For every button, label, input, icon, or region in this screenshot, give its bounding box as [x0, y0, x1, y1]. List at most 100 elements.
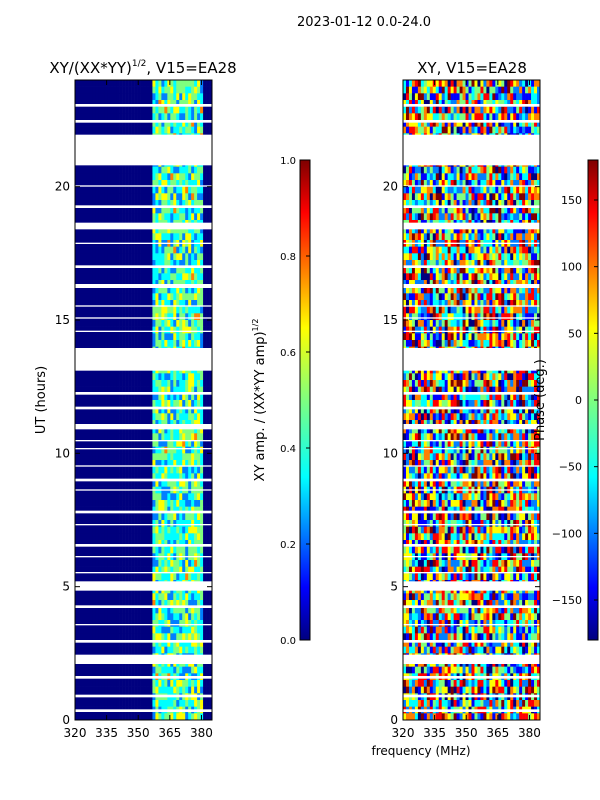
left-heatmap-cell: [203, 700, 207, 707]
left-heatmap-cell: [122, 493, 126, 501]
left-heatmap-cell: [131, 166, 135, 174]
left-heatmap-cell: [206, 80, 210, 87]
left-heatmap-cell: [191, 226, 195, 234]
left-heatmap-cell: [80, 166, 85, 174]
left-heatmap-cell: [155, 560, 159, 567]
left-heatmap-cell: [95, 700, 100, 707]
left-heatmap-cell: [203, 686, 207, 694]
left-heatmap-cell: [200, 300, 204, 307]
left-heatmap-cell: [104, 273, 109, 281]
left-heatmap-cell: [164, 506, 168, 514]
left-heatmap-cell: [209, 460, 213, 467]
left-heatmap-cell: [113, 480, 117, 487]
left-heatmap-cell: [98, 340, 103, 347]
left-heatmap-cell: [200, 280, 204, 287]
left-heatmap-cell: [101, 113, 106, 121]
left-heatmap-cell: [98, 646, 103, 654]
left-heatmap-cell: [149, 600, 153, 607]
left-heatmap-cell: [203, 280, 207, 287]
left-heatmap-cell: [203, 126, 207, 134]
left-heatmap-cell: [77, 273, 82, 281]
left-heatmap-cell: [134, 506, 138, 514]
left-heatmap-cell: [197, 106, 201, 114]
left-heatmap-cell: [191, 300, 195, 307]
left-heatmap-cell: [137, 546, 141, 554]
left-heatmap-cell: [185, 473, 189, 481]
left-heatmap-cell: [80, 200, 85, 207]
left-heatmap-cell: [203, 173, 207, 181]
left-heatmap-cell: [101, 180, 106, 187]
right-heatmap-cell: [471, 93, 475, 101]
left-heatmap-cell: [119, 306, 123, 314]
left-heatmap-cell: [209, 193, 213, 201]
left-heatmap-cell: [170, 293, 174, 301]
left-heatmap-cell: [173, 420, 177, 427]
left-heatmap-cell: [75, 286, 79, 294]
left-heatmap-cell: [107, 113, 112, 121]
left-heatmap-cell: [134, 313, 138, 321]
right-heatmap-cell: [498, 113, 502, 121]
left-heatmap-cell: [77, 566, 82, 574]
left-heatmap-cell: [179, 560, 183, 567]
right-heatmap-cell: [486, 80, 490, 87]
left-heatmap-cell: [137, 386, 141, 394]
left-heatmap-cell: [182, 533, 186, 541]
left-heatmap-cell: [95, 406, 100, 414]
left-heatmap-cell: [188, 520, 192, 527]
left-heatmap-cell: [95, 446, 100, 454]
right-heatmap-cell: [528, 86, 532, 94]
left-heatmap-cell: [158, 206, 162, 214]
left-heatmap-cell: [179, 680, 183, 687]
right-heatmap-cell: [480, 106, 484, 114]
left-data-gap: [75, 465, 212, 467]
left-heatmap-cell: [107, 273, 112, 281]
left-heatmap-cell: [116, 306, 120, 314]
left-heatmap-cell: [104, 626, 109, 634]
left-heatmap-cell: [167, 186, 171, 194]
left-heatmap-cell: [200, 380, 204, 387]
left-heatmap-cell: [92, 326, 97, 334]
left-heatmap-cell: [206, 646, 210, 654]
left-heatmap-cell: [80, 253, 85, 261]
left-heatmap-cell: [146, 540, 150, 547]
left-heatmap-cell: [194, 180, 198, 187]
left-heatmap-cell: [158, 93, 162, 101]
left-heatmap-cell: [128, 113, 132, 121]
left-heatmap-cell: [110, 273, 115, 281]
left-heatmap-cell: [179, 306, 183, 314]
right-heatmap-cell: [519, 80, 523, 87]
left-heatmap-cell: [197, 620, 201, 627]
left-heatmap-cell: [107, 626, 112, 634]
left-heatmap-cell: [155, 640, 159, 647]
left-heatmap-cell: [125, 93, 129, 101]
right-heatmap-cell: [459, 80, 463, 87]
left-heatmap-cell: [173, 386, 177, 394]
left-heatmap-cell: [128, 460, 132, 467]
left-heatmap-cell: [140, 646, 144, 654]
left-heatmap-cell: [176, 253, 180, 261]
left-heatmap-cell: [116, 120, 120, 127]
left-heatmap-cell: [110, 86, 115, 94]
left-heatmap-cell: [158, 613, 162, 621]
right-heatmap-cell: [465, 80, 469, 87]
left-heatmap-cell: [95, 226, 100, 234]
left-heatmap-cell: [89, 233, 94, 241]
left-heatmap-cell: [95, 386, 100, 394]
right-heatmap-cell: [447, 93, 451, 101]
left-heatmap-cell: [206, 200, 210, 207]
left-heatmap-cell: [185, 340, 189, 347]
left-heatmap-cell: [77, 453, 82, 461]
left-heatmap-cell: [161, 193, 165, 201]
left-heatmap-cell: [161, 500, 165, 507]
left-heatmap-cell: [134, 420, 138, 427]
left-heatmap-cell: [167, 120, 171, 127]
left-heatmap-cell: [206, 86, 210, 94]
left-heatmap-cell: [185, 280, 189, 287]
left-heatmap-cell: [167, 313, 171, 321]
left-heatmap-cell: [122, 300, 126, 307]
left-heatmap-cell: [146, 526, 150, 534]
left-heatmap-cell: [137, 420, 141, 427]
left-heatmap-cell: [125, 480, 129, 487]
left-heatmap-cell: [167, 213, 171, 221]
left-heatmap-cell: [131, 120, 135, 127]
